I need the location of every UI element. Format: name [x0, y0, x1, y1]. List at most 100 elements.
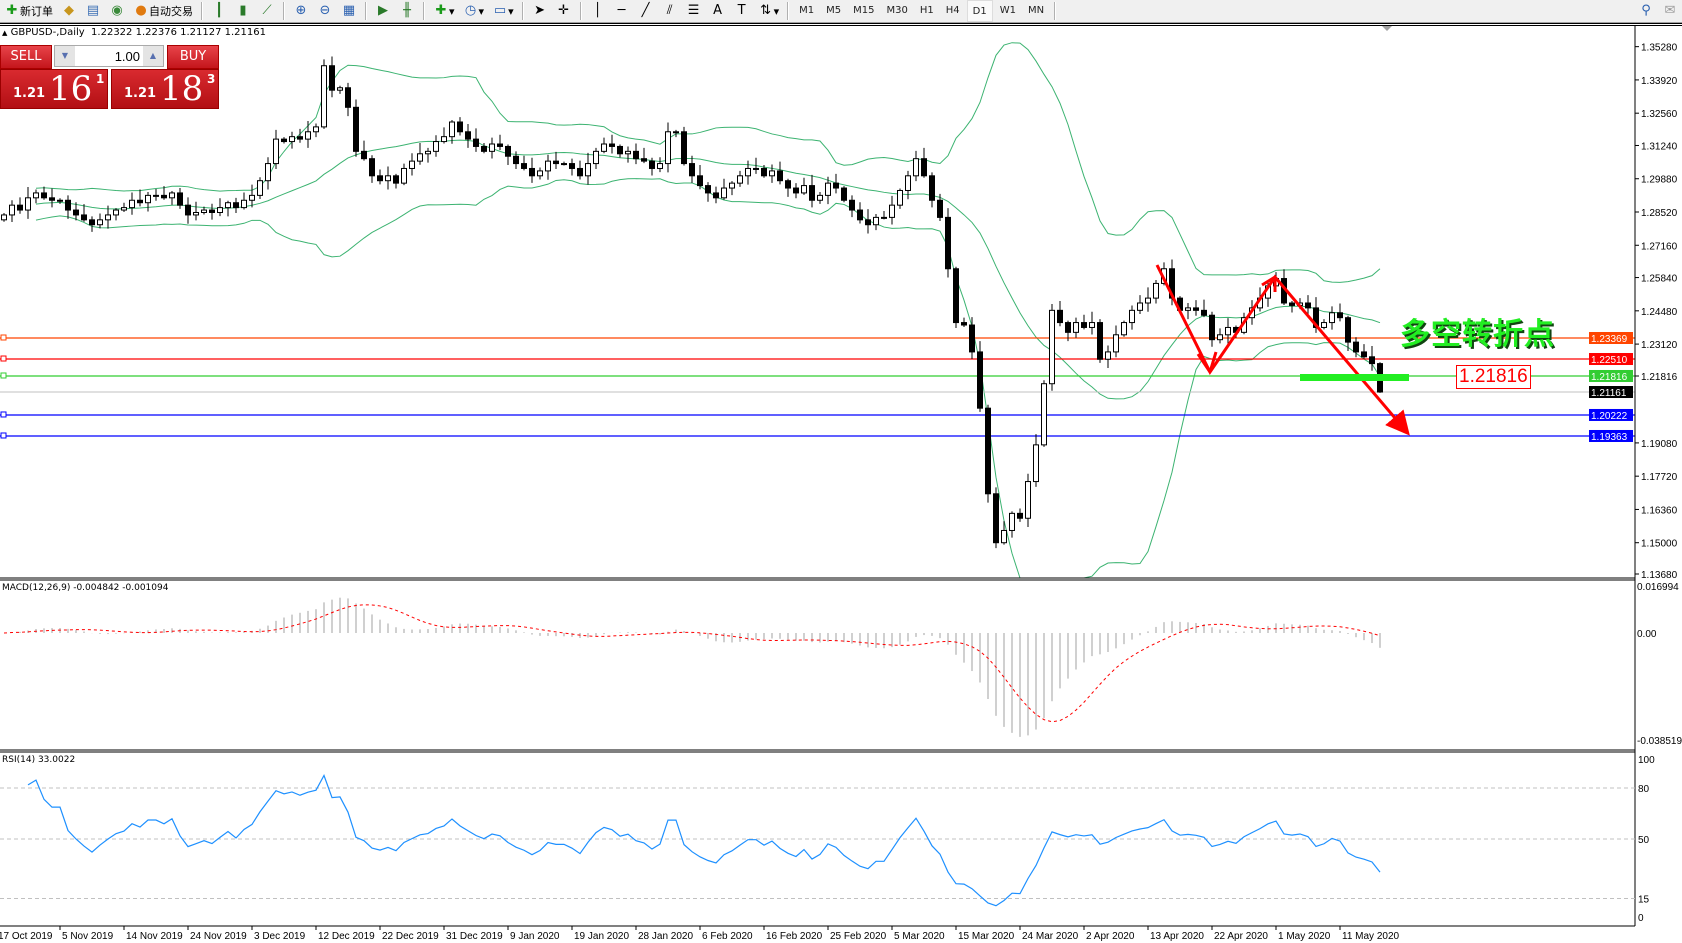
candle-bull	[441, 136, 447, 143]
price-tag-label: 1.22510	[1591, 355, 1628, 366]
sell-button[interactable]: SELL	[0, 45, 52, 69]
candle-bull	[273, 138, 279, 165]
date-label: 22 Apr 2020	[1214, 931, 1268, 942]
candle-bull	[305, 131, 311, 140]
vertical-line-button[interactable]: │	[587, 1, 609, 21]
periods-button[interactable]: ◷ ▾	[460, 1, 488, 21]
timeframe-m1[interactable]: M1	[799, 4, 815, 16]
lot-increase-button[interactable]: ▲	[143, 46, 163, 66]
arrows-icon: ⇅	[760, 3, 772, 18]
signals-button[interactable]: ◉	[106, 1, 128, 21]
chart-shift-marker[interactable]	[1382, 26, 1392, 31]
arrows-button[interactable]: ⇅ ▾	[755, 1, 783, 21]
date-axis: 17 Oct 2019 5 Nov 2019 14 Nov 2019 24 Nov 2…	[0, 926, 1400, 942]
timeframe-bar: M1 M5 M15 M30 H1 H4 D1 W1 MN	[793, 0, 1050, 22]
tile-windows-button[interactable]: ▦	[338, 1, 360, 21]
timeframe-m15[interactable]: M15	[853, 4, 875, 16]
auto-trading-button[interactable]: ● 自动交易	[130, 1, 196, 21]
new-order-label: 新订单	[20, 5, 53, 18]
timeframe-h4[interactable]: H4	[945, 4, 960, 16]
line-handle[interactable]	[0, 334, 7, 341]
candle-bull	[1033, 444, 1039, 483]
candle-bull	[721, 187, 727, 199]
candle-bear	[1369, 356, 1375, 365]
date-label: 5 Mar 2020	[894, 931, 945, 942]
candle-bull	[193, 211, 199, 216]
horizontal-lines[interactable]: 1.23369 1.22510 1.21816 1.20222 1.19363 1.211…	[0, 332, 1635, 443]
signals-icon: ◉	[111, 3, 123, 18]
chart-shift-button[interactable]: ╫	[396, 1, 418, 21]
collapse-triangle-icon[interactable]: ▲	[2, 29, 8, 37]
text-button[interactable]: A	[707, 1, 729, 21]
candle-bull	[321, 65, 327, 128]
line-handle[interactable]	[0, 372, 7, 379]
chat-button[interactable]: ✉	[1659, 1, 1681, 21]
price-tick-label: 1.25840	[1641, 274, 1678, 285]
sell-price-box[interactable]: 1.21 16 1	[0, 69, 108, 109]
candle-bull	[1073, 322, 1079, 333]
toolbar-divider	[787, 2, 790, 20]
fibonacci-button[interactable]: ☰	[683, 1, 705, 21]
reversal-point-annotation[interactable]: 多空转折点	[1400, 317, 1555, 352]
timeframe-m30[interactable]: M30	[886, 4, 908, 16]
cursor-button[interactable]: ➤	[529, 1, 551, 21]
buy-button[interactable]: BUY	[167, 45, 219, 69]
timeframe-mn[interactable]: MN	[1027, 4, 1045, 16]
templates-button[interactable]: ▭ ▾	[493, 3, 514, 18]
buy-price-prefix: 1.21	[124, 86, 157, 101]
line-chart-button[interactable]: ⟋	[256, 1, 278, 21]
lot-decrease-button[interactable]: ▼	[55, 46, 75, 66]
price-tick-label: 1.32560	[1641, 109, 1678, 120]
horizontal-line-button[interactable]: ─	[611, 1, 633, 21]
indicators-button[interactable]: ✚ ▾	[430, 1, 458, 21]
trend-arrows[interactable]	[1155, 264, 1410, 436]
bollinger-lower	[35, 178, 1381, 579]
price-tick-label: 1.15000	[1641, 539, 1678, 550]
candle-bear	[1193, 307, 1199, 311]
price-tag-label: 1.21816	[1591, 372, 1628, 383]
vertical-line-icon: │	[593, 3, 602, 18]
timeframe-h1[interactable]: H1	[919, 4, 934, 16]
candlestick-button[interactable]: ▮	[232, 1, 254, 21]
date-label: 14 Nov 2019	[126, 931, 183, 942]
search-button[interactable]: ⚲	[1635, 1, 1657, 21]
bar-chart-button[interactable]: ┃	[208, 1, 230, 21]
timeframe-m5[interactable]: M5	[826, 4, 842, 16]
lot-size-input[interactable]	[76, 46, 142, 66]
line-handle[interactable]	[0, 355, 7, 362]
candle-bull	[1001, 529, 1007, 544]
market-watch-button[interactable]: ▤	[82, 1, 104, 21]
zoom-out-button[interactable]: ⊖	[314, 1, 336, 21]
timeframe-w1[interactable]: W1	[999, 4, 1016, 16]
line-handle[interactable]	[0, 411, 7, 418]
crosshair-button[interactable]: ✛	[553, 1, 575, 21]
support-zone-bar[interactable]	[1300, 374, 1409, 381]
zigzag-arrow-line[interactable]	[1155, 264, 1410, 436]
line-handle[interactable]	[0, 432, 7, 439]
candle-bull	[337, 87, 343, 91]
buy-price-box[interactable]: 1.21 18 3	[111, 69, 219, 109]
toolbar-divider	[423, 2, 425, 20]
gold-button[interactable]: ◆	[58, 1, 80, 21]
new-order-button[interactable]: ✚ 新订单	[1, 1, 56, 21]
candle-bear	[473, 138, 479, 147]
price-annotation-label[interactable]: 1.21816	[1456, 365, 1531, 389]
equidistant-channel-button[interactable]: ⫽	[659, 1, 681, 21]
candle-bear	[649, 160, 655, 169]
candle-bear	[161, 194, 167, 199]
candle-bull	[153, 194, 159, 197]
text-label-button[interactable]: T	[731, 1, 753, 21]
lot-size-stepper[interactable]: ▼ ▲	[54, 45, 164, 67]
price-tick-label: 1.31240	[1641, 141, 1678, 152]
timeframe-d1[interactable]: D1	[966, 0, 993, 22]
candle-bear	[1337, 312, 1343, 319]
candle-bear	[529, 167, 535, 177]
candle-bear	[865, 219, 871, 226]
trendline-button[interactable]: ╱	[635, 1, 657, 21]
candle-bear	[177, 192, 183, 206]
candle-bear	[497, 143, 503, 147]
price-tick-label: 1.13680	[1641, 570, 1678, 581]
zoom-in-button[interactable]: ⊕	[290, 1, 312, 21]
auto-scroll-button[interactable]: ▶	[372, 1, 394, 21]
